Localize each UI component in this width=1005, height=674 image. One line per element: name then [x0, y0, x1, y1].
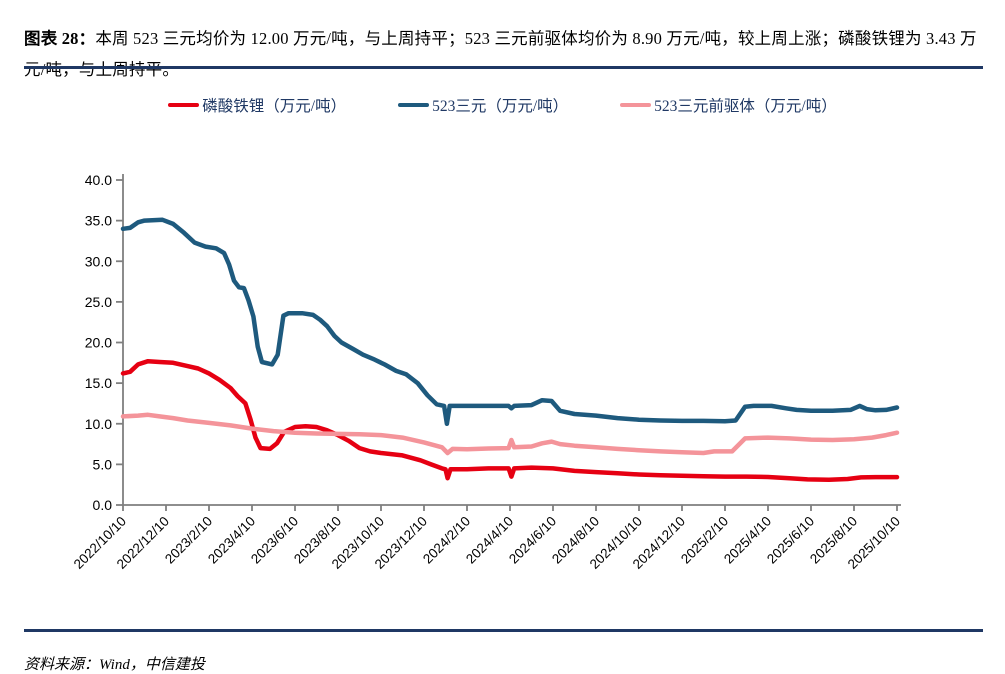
legend-item-523: 523三元（万元/吨） [398, 94, 568, 116]
legend-swatch-lfp [168, 102, 200, 108]
legend-label-precursor: 523三元前驱体（万元/吨） [654, 98, 837, 115]
legend-item-precursor: 523三元前驱体（万元/吨） [620, 94, 837, 116]
svg-text:35.0: 35.0 [85, 213, 112, 229]
svg-text:15.0: 15.0 [85, 375, 112, 391]
title-divider [24, 66, 983, 69]
figure-title-text: 本周 523 三元均价为 12.00 万元/吨，与上周持平；523 三元前驱体均… [24, 28, 977, 79]
figure-title-prefix: 图表 28： [24, 28, 96, 48]
legend-swatch-precursor [620, 102, 652, 108]
legend-swatch-523 [398, 102, 430, 108]
source-divider [24, 629, 983, 632]
legend-item-lfp: 磷酸铁锂（万元/吨） [168, 94, 346, 116]
chart-legend: 磷酸铁锂（万元/吨） 523三元（万元/吨） 523三元前驱体（万元/吨） [0, 94, 1005, 116]
svg-text:25.0: 25.0 [85, 294, 112, 310]
svg-text:10.0: 10.0 [85, 416, 112, 432]
svg-text:20.0: 20.0 [85, 335, 112, 351]
figure-title: 图表 28：本周 523 三元均价为 12.00 万元/吨，与上周持平；523 … [24, 23, 982, 85]
svg-text:30.0: 30.0 [85, 253, 112, 269]
svg-text:0.0: 0.0 [93, 497, 113, 513]
svg-text:40.0: 40.0 [85, 172, 112, 188]
source-note: 资料来源：Wind，中信建投 [24, 657, 205, 673]
price-line-chart: 0.05.010.015.020.025.030.035.040.02022/1… [71, 172, 903, 572]
legend-label-lfp: 磷酸铁锂（万元/吨） [202, 98, 347, 115]
svg-text:5.0: 5.0 [93, 456, 113, 472]
legend-label-523: 523三元（万元/吨） [432, 98, 569, 115]
